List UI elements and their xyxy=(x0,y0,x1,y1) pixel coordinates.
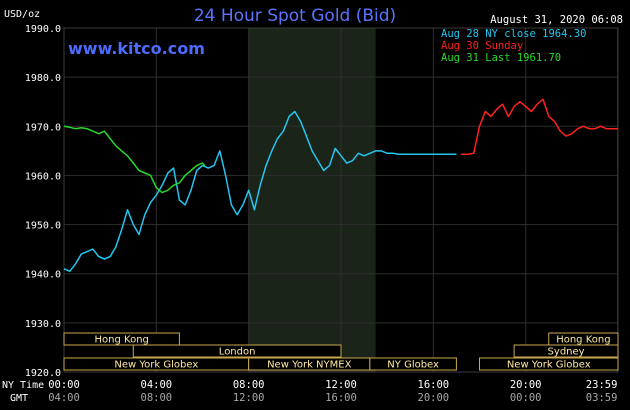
y-axis-label: USD/oz xyxy=(4,9,40,20)
series-line-aug30 xyxy=(461,98,618,156)
x-tick-label-ny: 23:59 xyxy=(586,379,618,391)
gmt-label: GMT xyxy=(10,393,28,404)
plot-border xyxy=(63,27,619,373)
y-tick-label: 1960.0 xyxy=(25,171,61,182)
x-tick-label-ny: 08:00 xyxy=(233,379,265,391)
y-tick-labels: 1990.0 1980.0 1970.0 1960.0 1950.0 1940.0 1930… xyxy=(25,24,61,379)
y-tick-label: 1930.0 xyxy=(25,319,61,330)
trading-sessions: Hong Kong Hong Kong London Sydney New York G… xyxy=(63,332,619,371)
y-tick-label: 1970.0 xyxy=(25,122,61,133)
x-tick-label-gmt: 03:59 xyxy=(586,392,618,404)
y-tick-label: 1920.0 xyxy=(25,368,61,379)
chart-title: 24 Hour Spot Gold (Bid) xyxy=(194,6,396,26)
legend-item-aug28: Aug 28 NY close 1964.30 xyxy=(441,28,586,40)
x-tick-label-gmt: 12:00 xyxy=(233,392,265,404)
series-line-aug28 xyxy=(63,110,457,273)
legend-item-aug31: Aug 31 Last 1961.70 xyxy=(441,52,561,64)
series-layer xyxy=(63,98,618,273)
y-tick-label: 1990.0 xyxy=(25,24,61,35)
y-tick-label: 1950.0 xyxy=(25,221,61,232)
session-bar xyxy=(369,357,457,371)
series-line-aug31 xyxy=(63,125,206,194)
x-tick-label-gmt: 04:00 xyxy=(48,392,80,404)
nymex-highlight-band xyxy=(248,28,376,372)
x-tick-label-ny: 20:00 xyxy=(510,379,542,391)
x-tick-label-gmt: 08:00 xyxy=(141,392,173,404)
session-label: Hong Kong xyxy=(95,335,149,346)
timestamp: August 31, 2020 06:08 xyxy=(490,14,623,26)
session-label: New York Globex xyxy=(507,360,591,371)
y-tick-label: 1980.0 xyxy=(25,73,61,84)
x-tick-label-gmt: 16:00 xyxy=(325,392,357,404)
session-label: NY Globex xyxy=(387,360,439,371)
x-tick-label-gmt: 20:00 xyxy=(418,392,450,404)
x-tick-labels: 00:00 04:00 08:00 12:00 16:00 20:00 23:5904:00… xyxy=(48,379,617,404)
x-tick-label-ny: 00:00 xyxy=(48,379,80,391)
session-label: New York NYMEX xyxy=(267,360,352,371)
ny-time-label: NY Time xyxy=(2,380,44,391)
grid-lines xyxy=(63,27,619,373)
session-label: Sydney xyxy=(548,347,585,358)
legend-item-aug30: Aug 30 Sunday xyxy=(441,40,523,52)
session-bar xyxy=(513,344,619,358)
y-tick-label: 1940.0 xyxy=(25,270,61,281)
x-tick-label-ny: 16:00 xyxy=(418,379,450,391)
session-label: New York Globex xyxy=(114,360,198,371)
x-tick-label-gmt: 00:00 xyxy=(510,392,542,404)
x-tick-label-ny: 12:00 xyxy=(325,379,357,391)
website-watermark: www.kitco.com xyxy=(68,39,205,58)
session-label: Hong Kong xyxy=(556,335,610,346)
session-bar xyxy=(132,344,342,358)
session-bar xyxy=(479,357,619,371)
x-tick-label-ny: 04:00 xyxy=(141,379,173,391)
session-label: London xyxy=(219,347,256,358)
legend: Aug 28 NY close 1964.30 Aug 30 Sunday Au… xyxy=(441,28,586,64)
session-bar xyxy=(63,332,180,346)
